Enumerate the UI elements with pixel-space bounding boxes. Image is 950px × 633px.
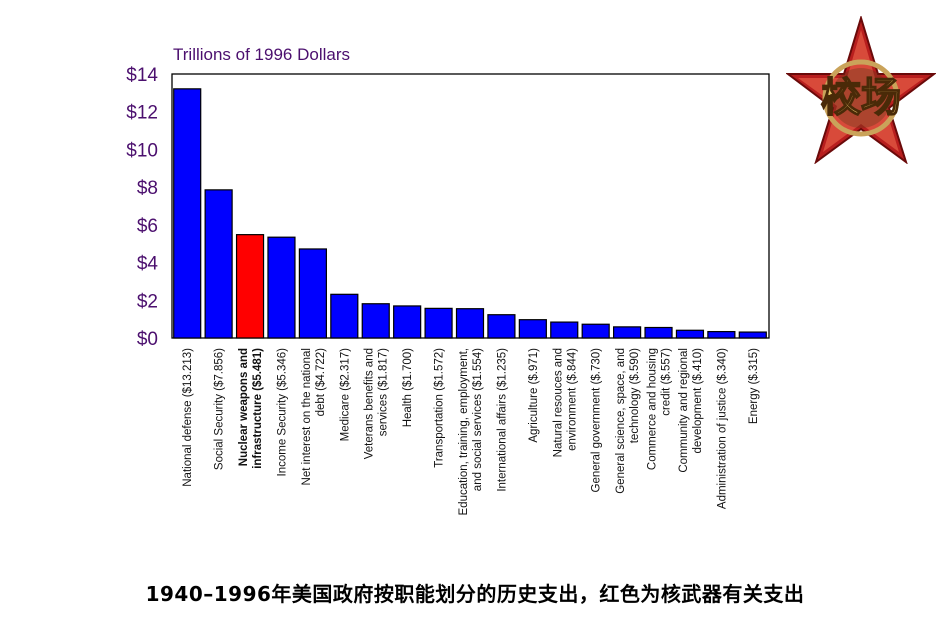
x-tick-label: Net interest on the national: [301, 348, 313, 485]
x-tick-label: General science, space, and: [615, 348, 627, 494]
x-tick-label: General government ($.730): [591, 348, 603, 493]
x-tick-label: Natural resouces and: [552, 348, 564, 457]
bar: [613, 326, 642, 339]
x-tick-label: infrastructure ($5.481): [252, 348, 264, 469]
x-tick-label: National defense ($13.213): [182, 348, 194, 487]
y-tick-label: $10: [126, 140, 158, 161]
bar: [581, 323, 610, 339]
bar: [361, 303, 390, 339]
x-tick-label: Administration of justice ($.340): [716, 348, 728, 509]
x-tick-label: services ($1.817): [378, 348, 390, 436]
y-tick-label: $12: [126, 103, 158, 124]
bar: [738, 331, 767, 339]
star-logo-icon: 校场: [785, 14, 937, 165]
x-tick-label: Health ($1.700): [402, 348, 414, 427]
bar: [267, 236, 296, 339]
x-tick-label: development ($.410): [692, 348, 704, 454]
x-tick-label: and social services ($1.554): [472, 348, 484, 491]
x-tick-label: Transportation ($1.572): [434, 348, 446, 468]
x-tick-label: Veterans benefits and: [364, 348, 376, 459]
bar: [298, 248, 327, 339]
x-tick-label: Education, training, employment,: [458, 348, 470, 515]
x-tick-label: Energy ($.315): [748, 348, 760, 424]
x-tick-label: Social Security ($7.856): [214, 348, 226, 470]
bars-group: [173, 88, 767, 339]
x-tick-label: Agriculture ($.971): [528, 348, 540, 443]
bar: [518, 319, 547, 339]
x-tick-label: environment ($.844): [566, 348, 578, 451]
y-axis: $0 $2 $4 $6 $8 $10 $12 $14: [126, 65, 158, 350]
x-tick-label: technology ($.590): [629, 348, 641, 443]
bar: [487, 314, 516, 339]
y-tick-label: $6: [137, 216, 158, 237]
x-tick-label: debt ($4.722): [315, 348, 327, 417]
unit-label: Trillions of 1996 Dollars: [173, 45, 350, 64]
x-axis-labels: National defense ($13.213) Social Securit…: [182, 348, 760, 516]
bar-highlighted: [235, 234, 265, 339]
bar: [393, 305, 422, 339]
y-tick-label: $4: [137, 254, 159, 275]
y-tick-label: $2: [137, 291, 158, 312]
x-tick-label: International affairs ($1.235): [496, 348, 508, 492]
x-tick-label: Nuclear weapons and: [238, 348, 250, 466]
bar: [330, 293, 359, 339]
bar: [675, 329, 705, 339]
x-tick-label: credit ($.557): [661, 348, 673, 416]
x-tick-label: Income Security ($5.346): [276, 348, 288, 477]
y-tick-label: $14: [126, 65, 158, 86]
bar: [707, 330, 736, 339]
bar: [644, 326, 673, 339]
logo-text: 校场: [821, 75, 901, 121]
y-tick-label: $0: [137, 329, 158, 350]
bar: [550, 321, 579, 339]
x-tick-label: Community and regional: [678, 348, 690, 473]
x-tick-label: Commerce and housing: [647, 348, 659, 470]
figure-caption: 1940–1996年美国政府按职能划分的历史支出，红色为核武器有关支出: [145, 582, 805, 606]
y-tick-label: $8: [137, 178, 158, 199]
bar: [173, 88, 202, 339]
bar: [424, 307, 453, 339]
bar: [204, 189, 233, 339]
x-tick-label: Medicare ($2.317): [339, 348, 351, 441]
bar: [455, 308, 485, 339]
